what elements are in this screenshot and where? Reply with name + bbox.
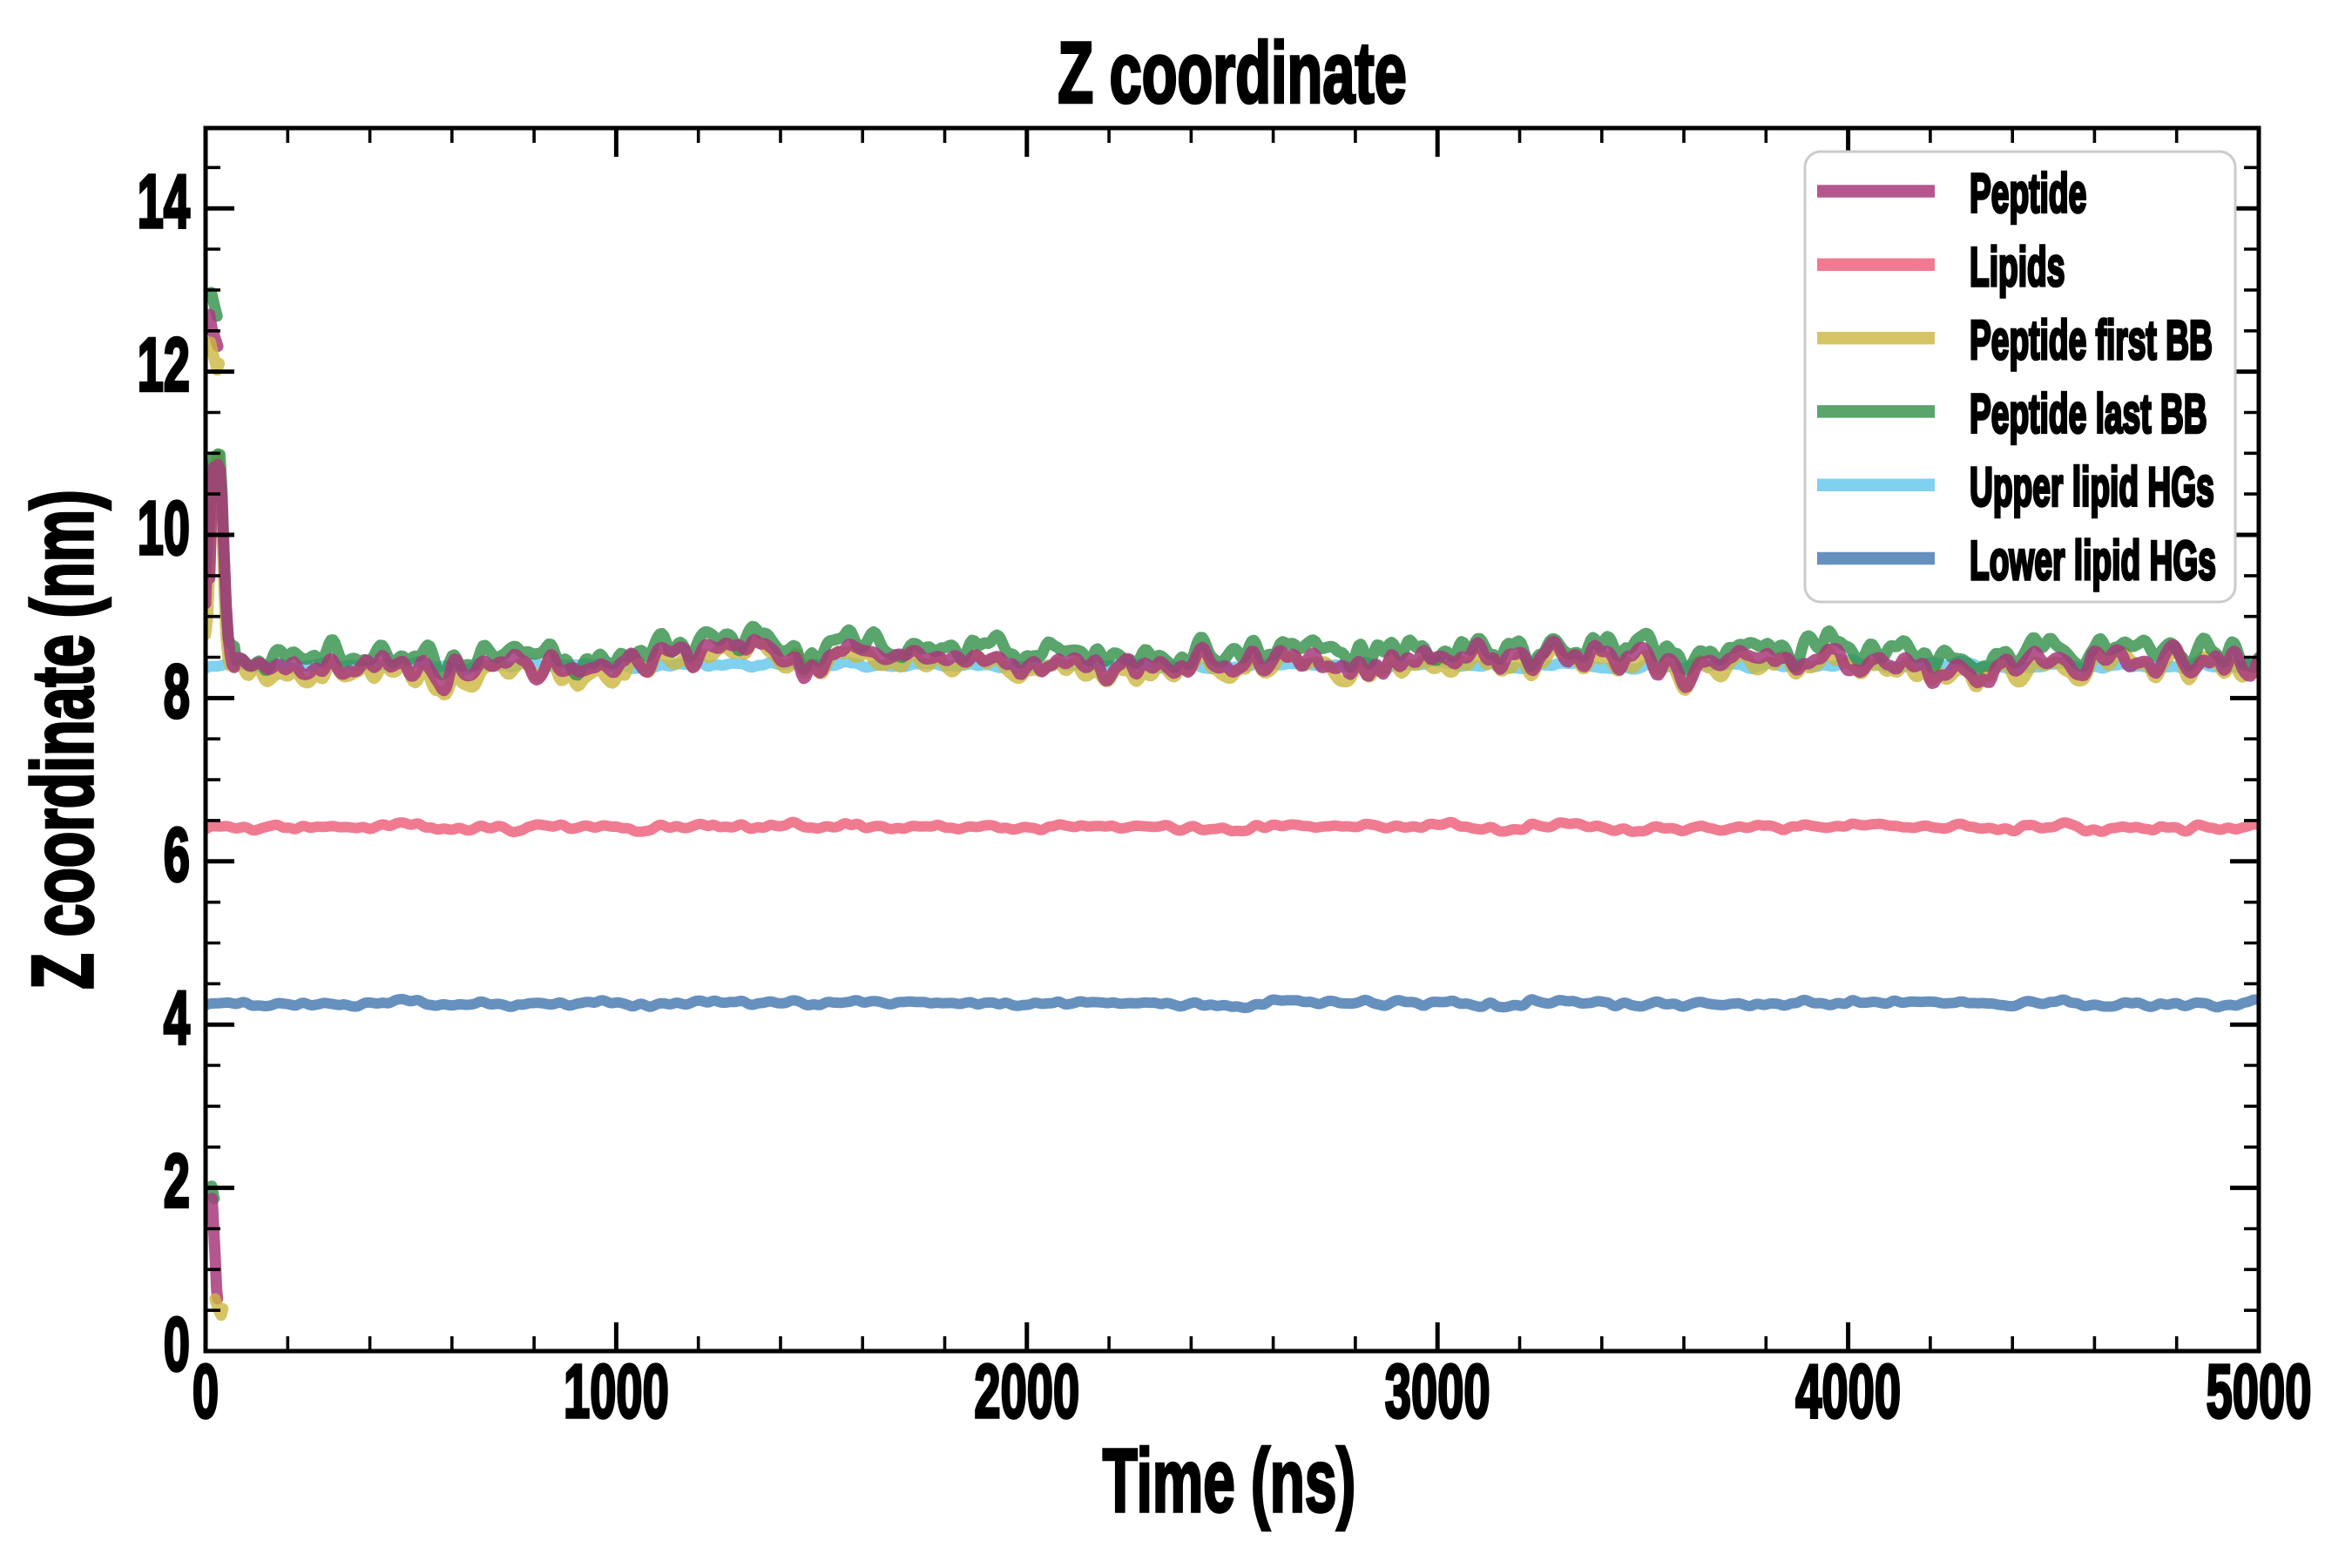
svg-text:Z coordinate (nm): Z coordinate (nm) xyxy=(14,490,111,989)
svg-text:Z coordinate: Z coordinate xyxy=(1058,24,1406,120)
svg-text:8: 8 xyxy=(164,649,190,733)
svg-text:12: 12 xyxy=(138,323,190,408)
svg-text:Peptide: Peptide xyxy=(1970,162,2086,224)
svg-text:Upper lipid HGs: Upper lipid HGs xyxy=(1970,456,2214,517)
svg-text:6: 6 xyxy=(164,813,190,897)
svg-text:14: 14 xyxy=(138,159,190,244)
svg-text:2: 2 xyxy=(164,1139,190,1224)
svg-text:2000: 2000 xyxy=(974,1349,1079,1434)
svg-text:1000: 1000 xyxy=(564,1349,669,1434)
svg-text:Peptide last BB: Peptide last BB xyxy=(1970,382,2207,444)
svg-text:4: 4 xyxy=(164,976,190,1060)
svg-text:4000: 4000 xyxy=(1795,1349,1901,1434)
svg-text:5000: 5000 xyxy=(2207,1349,2312,1434)
svg-text:3000: 3000 xyxy=(1385,1349,1490,1434)
svg-text:Peptide first BB: Peptide first BB xyxy=(1970,309,2213,371)
svg-text:Time (ns): Time (ns) xyxy=(1103,1431,1355,1531)
svg-text:Lipids: Lipids xyxy=(1970,236,2065,298)
svg-text:Lower lipid HGs: Lower lipid HGs xyxy=(1970,530,2216,591)
svg-text:0: 0 xyxy=(164,1302,190,1387)
svg-text:10: 10 xyxy=(138,486,190,571)
svg-text:0: 0 xyxy=(193,1349,219,1434)
